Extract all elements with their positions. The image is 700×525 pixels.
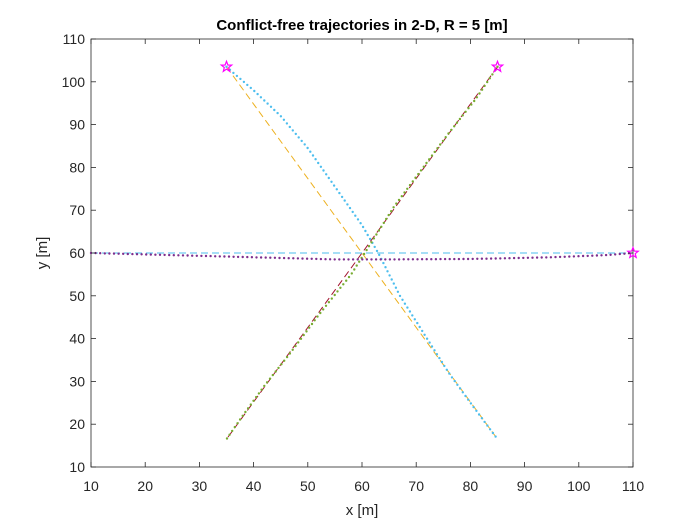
x-tick-label-0: 10 bbox=[83, 478, 99, 494]
x-tick-label-8: 90 bbox=[517, 478, 533, 494]
start-marker-2 bbox=[626, 245, 640, 259]
x-tick-label-1: 20 bbox=[137, 478, 153, 494]
x-tick-label-4: 50 bbox=[300, 478, 316, 494]
x-tick-label-6: 70 bbox=[408, 478, 424, 494]
y-tick-label-2: 30 bbox=[69, 373, 85, 389]
y-tick-label-1: 20 bbox=[69, 416, 85, 432]
y-tick-label-10: 110 bbox=[63, 31, 86, 47]
start-marker-0 bbox=[219, 59, 234, 73]
x-tick-label-2: 30 bbox=[192, 478, 208, 494]
y-tick-label-0: 10 bbox=[69, 459, 85, 475]
x-axis-label: x [m] bbox=[346, 502, 379, 519]
x-tick-label-9: 100 bbox=[567, 478, 591, 494]
y-axis-label: y [m] bbox=[34, 237, 51, 270]
start-marker-1 bbox=[490, 59, 505, 73]
y-tick-label-6: 70 bbox=[69, 202, 85, 218]
x-tick-label-10: 110 bbox=[622, 478, 645, 494]
x-tick-label-7: 80 bbox=[463, 478, 479, 494]
y-tick-label-7: 80 bbox=[69, 159, 85, 175]
trajectory-1 bbox=[225, 65, 499, 440]
chart-title: Conflict-free trajectories in 2-D, R = 5… bbox=[216, 17, 507, 34]
y-tick-label-8: 90 bbox=[69, 117, 85, 133]
y-tick-label-3: 40 bbox=[69, 331, 85, 347]
x-tick-label-3: 40 bbox=[246, 478, 262, 494]
y-tick-label-9: 100 bbox=[62, 74, 86, 90]
trajectory-0 bbox=[225, 65, 497, 438]
x-tick-label-5: 60 bbox=[354, 478, 370, 494]
y-tick-label-5: 60 bbox=[69, 245, 85, 261]
y-tick-label-4: 50 bbox=[69, 288, 85, 304]
